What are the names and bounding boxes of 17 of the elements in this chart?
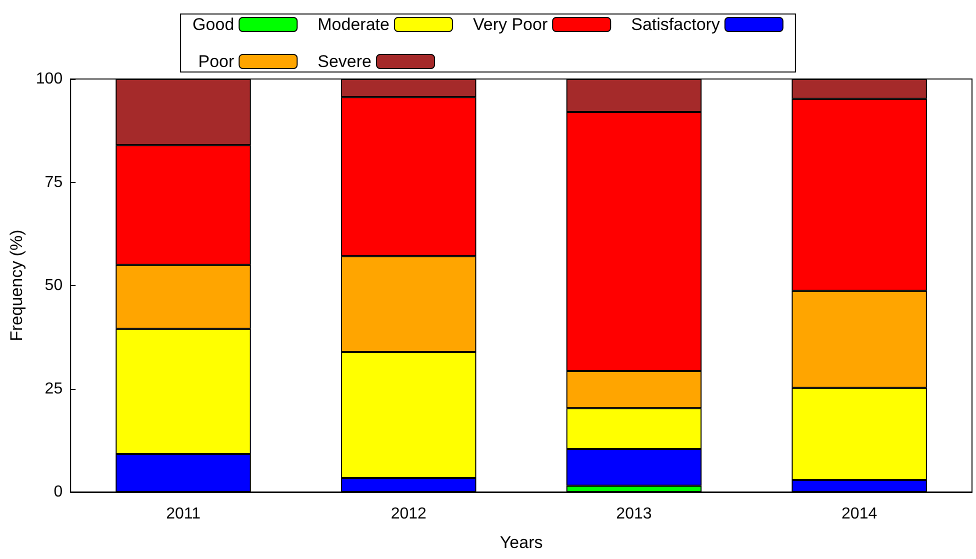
legend-label: Moderate xyxy=(318,15,390,34)
y-axis-title: Frequency (%) xyxy=(7,230,26,342)
x-tick-label: 2014 xyxy=(842,506,878,522)
y-tick-label: 0 xyxy=(54,484,63,500)
x-tick-label: 2013 xyxy=(616,506,652,522)
y-tick-label: 50 xyxy=(44,277,63,294)
x-tick-label: 2011 xyxy=(166,506,201,522)
legend-label: Poor xyxy=(198,52,234,71)
legend-label: Very Poor xyxy=(472,15,548,34)
x-axis-title: Years xyxy=(500,533,543,552)
legend-label: Satisfactory xyxy=(631,15,720,34)
y-tick-label: 75 xyxy=(44,174,63,191)
y-tick-label: 100 xyxy=(36,70,63,88)
legend-label: Good xyxy=(192,15,234,34)
legend-label: Severe xyxy=(318,52,372,71)
x-tick-label: 2012 xyxy=(390,506,427,522)
y-tick-label: 25 xyxy=(44,380,63,398)
